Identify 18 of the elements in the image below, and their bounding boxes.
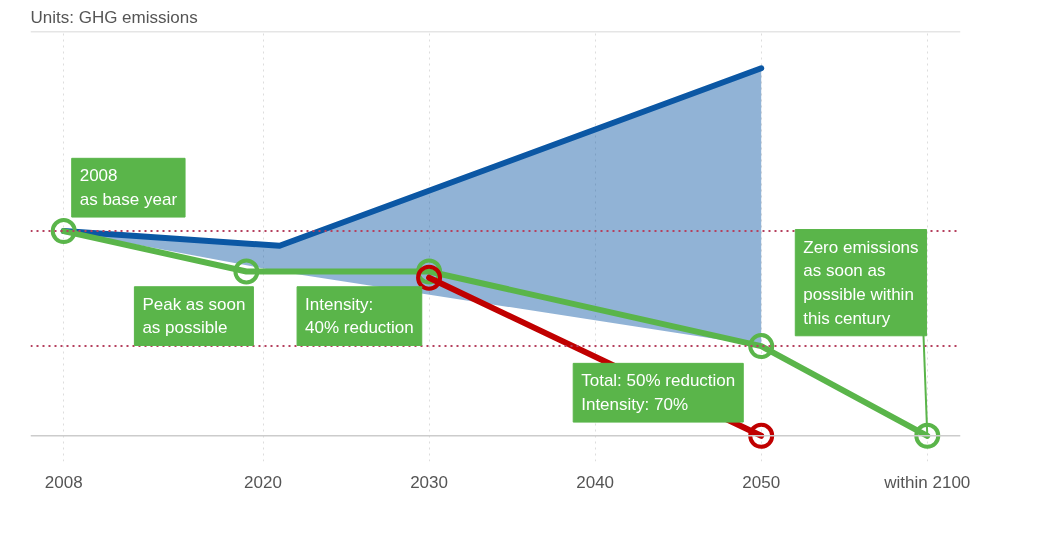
x-tick-label: within 2100 xyxy=(883,472,971,492)
point xyxy=(50,218,77,245)
annotation: Zero emissions as soon as possible within this century xyxy=(803,237,919,328)
annotation: Total: 50% reduction Intensity: 70% xyxy=(581,371,736,415)
point xyxy=(914,422,941,449)
point xyxy=(233,258,260,285)
chart-title: Units: GHG emissions xyxy=(30,7,198,27)
x-tick-label: 2030 xyxy=(410,472,448,492)
point xyxy=(748,333,775,360)
annotation: Intensity: 40% reduction xyxy=(305,294,414,338)
point xyxy=(416,264,443,291)
point xyxy=(748,422,775,449)
annotation: Peak as soon as possible xyxy=(142,294,246,338)
annotation: 2008 as base year xyxy=(79,166,178,210)
x-tick-label: 2040 xyxy=(576,472,615,492)
x-tick-label: 2008 xyxy=(44,472,83,492)
x-tick-label: 2020 xyxy=(244,472,282,492)
x-tick-label: 2050 xyxy=(742,472,781,492)
